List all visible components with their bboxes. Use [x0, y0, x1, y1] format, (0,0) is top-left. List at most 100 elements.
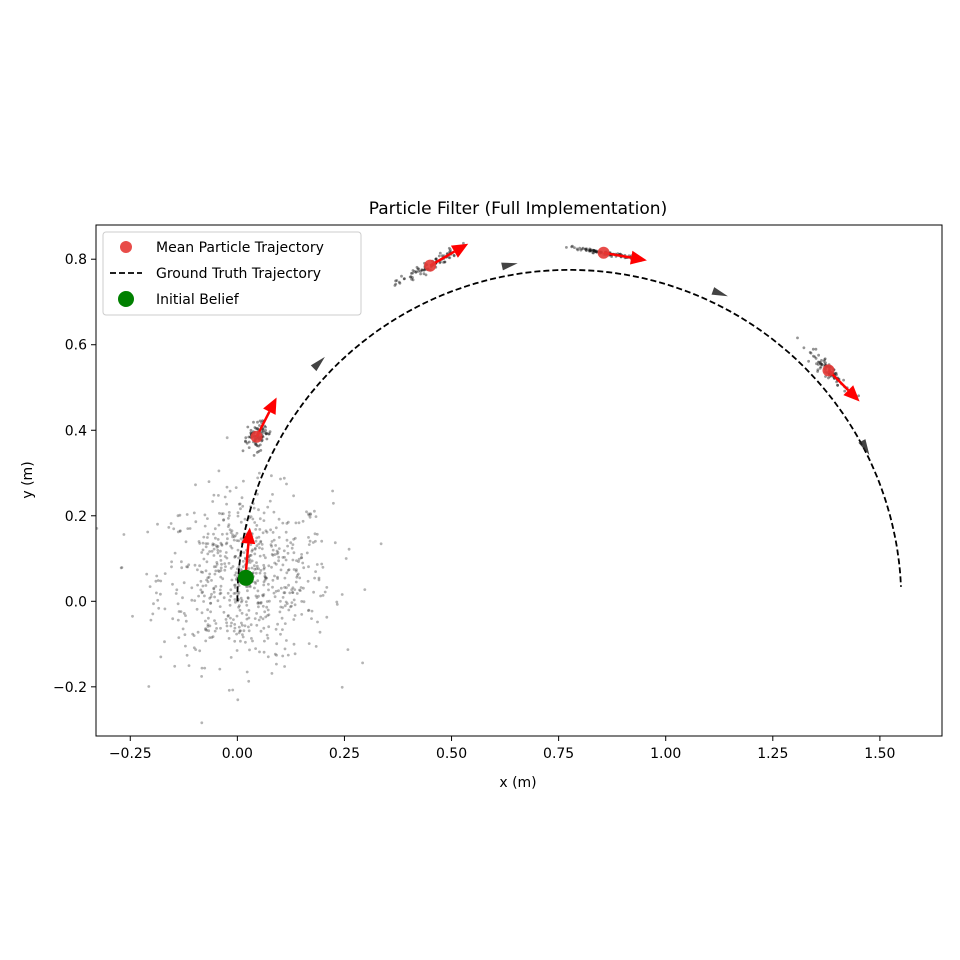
- particle: [307, 642, 311, 645]
- particle: [225, 556, 229, 560]
- particle: [233, 639, 237, 643]
- particle: [227, 688, 231, 692]
- particle: [230, 621, 233, 625]
- particle: [207, 616, 210, 620]
- particle: [211, 542, 215, 546]
- particle: [816, 370, 819, 373]
- particle: [214, 622, 218, 625]
- particle: [264, 529, 268, 533]
- particle: [203, 513, 207, 517]
- particle: [291, 558, 295, 562]
- particle: [182, 612, 186, 615]
- particle: [266, 636, 270, 640]
- particle: [400, 274, 403, 278]
- particle: [443, 260, 447, 264]
- particle: [402, 277, 406, 281]
- particle: [155, 591, 158, 595]
- particle: [254, 427, 258, 430]
- particle: [275, 653, 278, 657]
- particle: [245, 603, 249, 607]
- particle: [241, 504, 245, 508]
- particle: [285, 571, 289, 575]
- particle: [268, 430, 272, 433]
- particle: [159, 579, 163, 583]
- ground-truth-heading-arrow: [858, 439, 870, 456]
- particle: [237, 556, 241, 560]
- particle: [281, 563, 285, 567]
- particle: [232, 535, 236, 539]
- x-axis-label: x (m): [499, 775, 536, 791]
- particle: [276, 622, 279, 626]
- particle: [204, 545, 208, 549]
- particle: [190, 598, 194, 602]
- particle: [344, 557, 348, 560]
- particle: [289, 541, 293, 545]
- particle: [239, 629, 242, 633]
- particle: [207, 480, 211, 483]
- particle: [232, 629, 236, 633]
- particle: [263, 572, 267, 575]
- chart-title: Particle Filter (Full Implementation): [369, 199, 667, 219]
- ground-truth-heading-arrow: [310, 356, 325, 372]
- particle: [246, 585, 250, 589]
- particle: [206, 623, 210, 626]
- particle: [255, 536, 259, 540]
- mean-particle-point: [250, 430, 263, 443]
- particle: [228, 489, 232, 493]
- particle: [184, 619, 188, 623]
- particle: [264, 425, 267, 429]
- particle: [222, 610, 226, 614]
- particle: [202, 600, 206, 603]
- particle: [274, 562, 278, 566]
- particle: [232, 592, 236, 595]
- particle: [268, 499, 272, 503]
- particle: [239, 639, 242, 643]
- particle: [820, 363, 824, 366]
- particle: [226, 591, 230, 595]
- particle: [265, 600, 269, 603]
- particle: [122, 533, 126, 536]
- particle: [227, 614, 230, 617]
- particle: [277, 517, 281, 521]
- particle: [265, 576, 269, 580]
- particle: [234, 591, 237, 595]
- particle: [214, 569, 218, 573]
- particle: [185, 513, 189, 516]
- particle: [259, 629, 263, 633]
- particle: [170, 565, 173, 569]
- particle: [588, 249, 591, 253]
- particle: [159, 655, 163, 659]
- particle: [259, 601, 263, 604]
- particle: [267, 564, 271, 568]
- particle: [580, 247, 584, 251]
- particle: [227, 514, 231, 517]
- particle: [248, 554, 252, 557]
- particle: [240, 599, 244, 602]
- particle: [212, 554, 216, 557]
- particle: [295, 575, 299, 579]
- particle: [347, 547, 351, 551]
- particle: [200, 611, 204, 615]
- y-tick-label: −0.2: [53, 680, 87, 696]
- particle: [167, 526, 171, 529]
- particle: [282, 591, 286, 595]
- particle: [257, 508, 260, 512]
- particle: [291, 586, 295, 590]
- particle: [232, 538, 236, 542]
- particle: [178, 529, 182, 533]
- particle: [857, 394, 860, 398]
- particle: [292, 598, 296, 602]
- particle: [170, 560, 174, 564]
- particle: [287, 568, 291, 571]
- particle: [240, 623, 244, 627]
- particle: [293, 536, 297, 540]
- particle: [276, 575, 279, 579]
- particle: [245, 617, 249, 621]
- particle: [256, 476, 260, 480]
- particle: [176, 514, 180, 518]
- particle: [219, 554, 222, 558]
- particle: [295, 592, 299, 595]
- particle: [313, 576, 316, 580]
- particle: [230, 546, 234, 550]
- particle: [266, 505, 270, 509]
